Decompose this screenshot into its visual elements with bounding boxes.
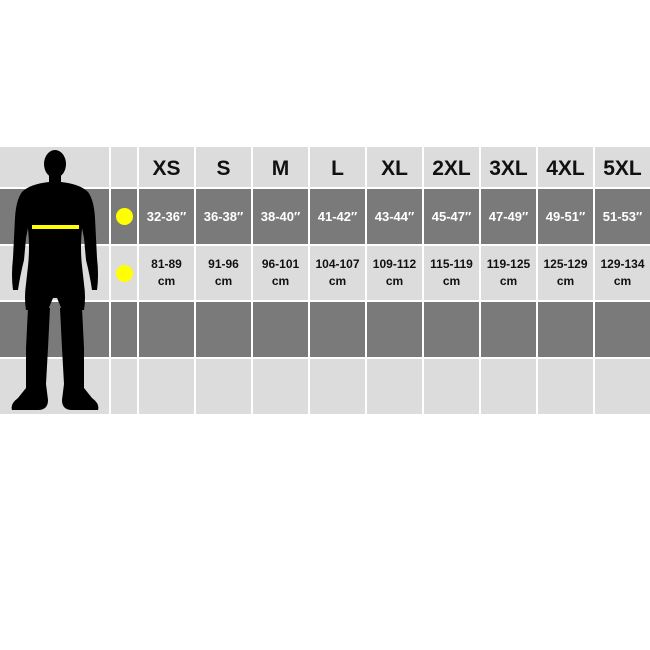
marker-cell — [111, 189, 137, 244]
cm-value: 96-101 — [261, 257, 300, 271]
chest-inches-cell: 45-47″ — [424, 189, 479, 244]
empty-cell — [595, 302, 650, 357]
empty-cell — [424, 359, 479, 414]
cm-unit: cm — [271, 274, 290, 288]
size-header: XL — [367, 147, 422, 187]
chest-cm-cell: 109-112 cm — [367, 246, 422, 300]
empty-cell — [310, 302, 365, 357]
empty-cell — [111, 302, 137, 357]
chest-inches-cell: 41-42″ — [310, 189, 365, 244]
cm-value: 81-89 — [151, 257, 182, 271]
chest-inches-cell: 32-36″ — [139, 189, 194, 244]
cm-unit: cm — [214, 274, 233, 288]
empty-cell — [538, 302, 593, 357]
chest-cm-cell: 81-89 cm — [139, 246, 194, 300]
figure-cell — [0, 189, 109, 244]
cm-unit: cm — [442, 274, 461, 288]
chest-inches-cell: 51-53″ — [595, 189, 650, 244]
empty-cell — [253, 359, 308, 414]
yellow-dot-icon — [115, 264, 133, 282]
size-header: 3XL — [481, 147, 536, 187]
cm-unit: cm — [328, 274, 347, 288]
chest-inches-cell: 38-40″ — [253, 189, 308, 244]
cm-unit: cm — [385, 274, 404, 288]
cm-value: 129-134 — [600, 257, 645, 271]
chest-cm-cell: 119-125 cm — [481, 246, 536, 300]
empty-cell — [595, 359, 650, 414]
empty-cell — [424, 302, 479, 357]
chest-cm-cell: 104-107 cm — [310, 246, 365, 300]
chest-cm-cell: 125-129 cm — [538, 246, 593, 300]
figure-cell — [0, 246, 109, 300]
cm-value: 109-112 — [372, 257, 417, 271]
cm-value: 125-129 — [543, 257, 588, 271]
yellow-dot-icon — [115, 208, 133, 225]
size-header: XS — [139, 147, 194, 187]
marker-header-cell — [111, 147, 137, 187]
cm-unit: cm — [499, 274, 518, 288]
cm-unit: cm — [556, 274, 575, 288]
chest-cm-cell: 115-119 cm — [424, 246, 479, 300]
chest-inches-cell: 49-51″ — [538, 189, 593, 244]
cm-unit: cm — [157, 274, 176, 288]
cm-value: 104-107 — [315, 257, 360, 271]
chest-cm-cell: 129-134 cm — [595, 246, 650, 300]
empty-cell — [139, 302, 194, 357]
empty-cell — [253, 302, 308, 357]
empty-cell — [139, 359, 194, 414]
chest-inches-cell: 36-38″ — [196, 189, 251, 244]
empty-cell — [367, 359, 422, 414]
marker-cell — [111, 246, 137, 300]
chest-inches-cell: 47-49″ — [481, 189, 536, 244]
empty-cell — [538, 359, 593, 414]
size-header: 5XL — [595, 147, 650, 187]
empty-cell — [0, 302, 109, 357]
figure-cell — [0, 147, 109, 187]
empty-cell — [0, 359, 109, 414]
size-header: L — [310, 147, 365, 187]
chest-inches-cell: 43-44″ — [367, 189, 422, 244]
empty-cell — [196, 359, 251, 414]
size-header: S — [196, 147, 251, 187]
size-header: 4XL — [538, 147, 593, 187]
cm-value: 91-96 — [208, 257, 239, 271]
chest-cm-cell: 96-101 cm — [253, 246, 308, 300]
cm-unit: cm — [613, 274, 632, 288]
size-chart: XS S M L XL 2XL 3XL 4XL 5XL 32-36″ 36-38″ 38-40″ 41-… — [0, 147, 650, 414]
cm-value: 115-119 — [430, 257, 473, 271]
size-header: M — [253, 147, 308, 187]
empty-cell — [310, 359, 365, 414]
empty-cell — [481, 359, 536, 414]
empty-cell — [481, 302, 536, 357]
size-header: 2XL — [424, 147, 479, 187]
empty-cell — [111, 359, 137, 414]
empty-cell — [367, 302, 422, 357]
empty-cell — [196, 302, 251, 357]
chest-cm-cell: 91-96 cm — [196, 246, 251, 300]
cm-value: 119-125 — [486, 257, 531, 271]
